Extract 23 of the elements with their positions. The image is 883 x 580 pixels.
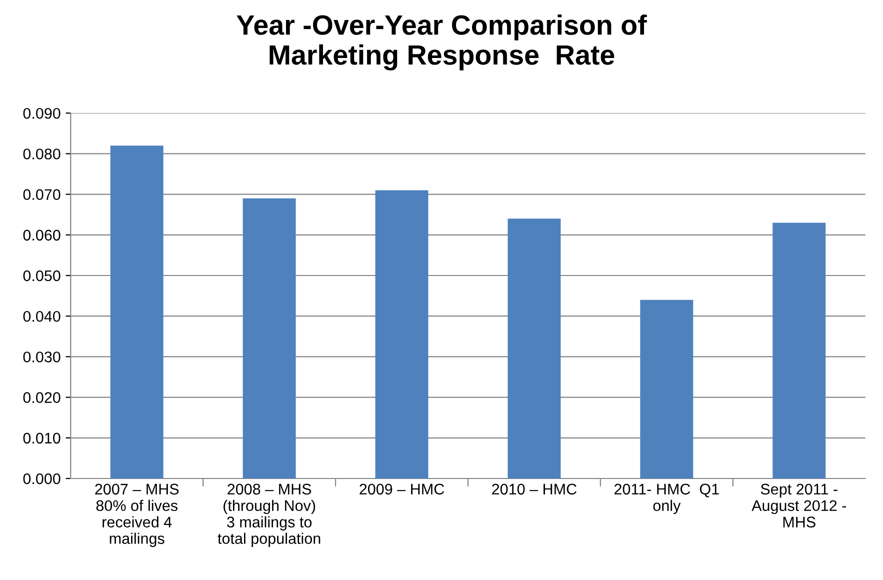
bar [640,300,694,478]
y-tick-label: 0.070 [23,189,60,200]
bar [110,146,164,478]
x-tick-label: 2011- HMC Q1 only [614,484,719,514]
bar [772,222,826,478]
y-tick-label: 0.010 [23,432,60,444]
bar [242,198,296,478]
x-tick-label: 2007 – MHS 80% of lives received 4 mailings [95,484,179,547]
chart-title: Year -Over-Year Comparison of Marketing Response Rate [236,14,647,70]
x-tick-label: Sept 2011 - August 2012 - MHS [752,484,846,528]
y-tick-label: 0.000 [23,473,60,484]
y-tick-label: 0.090 [23,108,60,119]
x-tick-label: 2008 – MHS (through Nov) 3 mailings to total population [218,484,320,547]
x-tick-label: 2009 – HMC [360,484,444,495]
y-tick-label: 0.030 [23,352,60,362]
y-tick-label: 0.040 [23,310,60,322]
bar [375,190,428,478]
x-tick-label: 2010 – HMC [492,484,577,495]
y-tick-label: 0.060 [23,230,60,241]
y-tick-label: 0.020 [23,392,60,403]
bar [508,218,561,478]
y-tick-label: 0.050 [23,270,60,282]
y-tick-label: 0.080 [23,148,60,160]
